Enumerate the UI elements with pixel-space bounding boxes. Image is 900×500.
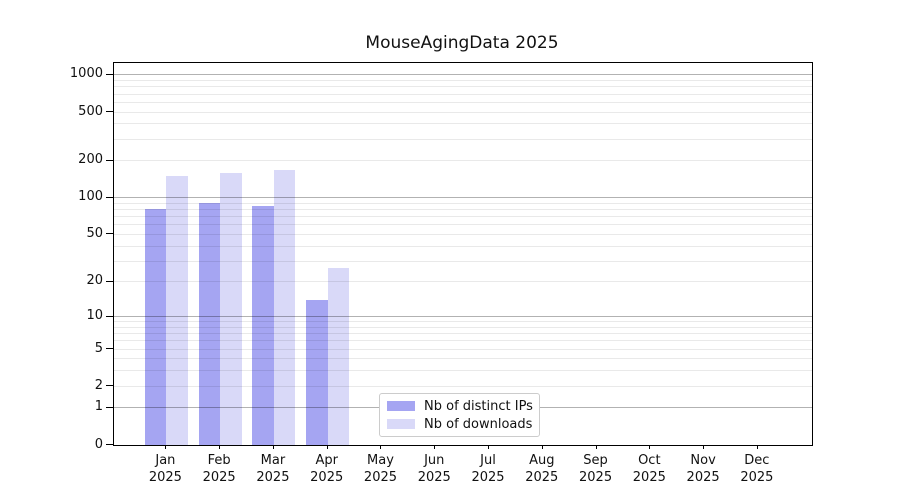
bars-layer [114,63,812,445]
x-tick-mark [703,445,705,449]
x-tick-month: Jan [155,453,176,468]
bar-downloads [273,170,296,445]
x-tick-year: 2025 [579,470,613,485]
x-tick-mark [595,445,597,449]
x-tick-mark [219,445,221,449]
x-tick-label: Jun 2025 [402,452,466,486]
x-tick-mark [434,445,436,449]
x-tick-month: Dec [744,453,770,468]
legend-item-downloads: Nb of downloads [387,417,539,432]
y-tick-label: 20 [86,273,103,289]
x-tick-month: Oct [638,453,661,468]
y-tick-label: 2 [94,377,103,393]
x-tick-year: 2025 [471,470,505,485]
y-tick-mark [106,233,113,235]
chart-title: MouseAgingData 2025 [365,33,559,53]
bar-downloads [220,172,242,445]
x-tick-label: May 2025 [348,452,412,486]
x-tick-mark [272,445,274,449]
y-tick-mark [106,444,113,445]
y-tick-label: 100 [78,189,103,205]
bar-downloads [327,268,350,445]
plot-area [113,62,813,446]
y-tick-mark [106,348,113,350]
y-tick-label: 1000 [69,66,103,82]
x-tick-year: 2025 [740,470,774,485]
x-tick-mark [326,445,328,449]
x-tick-mark [488,445,490,449]
x-tick-month: Sep [583,453,608,468]
x-tick-year: 2025 [148,470,182,485]
x-tick-label: Sep 2025 [564,452,628,486]
bar-distinct-ips [306,299,328,445]
x-tick-mark [756,445,758,449]
x-tick-month: Jul [480,453,496,468]
legend-label-distinct-ips: Nb of distinct IPs [424,398,533,414]
x-tick-month: Feb [207,453,231,468]
x-tick-label: Nov 2025 [671,452,735,486]
chart-legend: Nb of distinct IPs Nb of downloads [379,393,540,437]
bar-distinct-ips [198,203,221,445]
y-tick-mark [106,280,113,282]
y-tick-label: 5 [94,340,103,356]
bar-downloads [166,176,188,445]
y-tick-label: 200 [78,152,103,168]
x-tick-mark [541,445,543,449]
legend-label-downloads: Nb of downloads [424,416,533,432]
x-tick-label: Dec 2025 [725,452,789,486]
legend-swatch-downloads [387,419,415,429]
x-tick-mark [380,445,382,449]
x-tick-month: Mar [260,453,286,468]
y-tick-mark [106,111,113,113]
legend-item-distinct-ips: Nb of distinct IPs [387,399,539,414]
x-tick-year: 2025 [310,470,344,485]
y-tick-mark [106,385,113,387]
legend-swatch-distinct-ips [387,401,415,411]
y-tick-label: 10 [86,308,103,324]
x-tick-month: Apr [315,453,338,468]
x-tick-year: 2025 [202,470,236,485]
x-tick-month: Nov [690,453,716,468]
y-tick-mark [106,73,113,75]
bar-distinct-ips [144,208,167,445]
y-tick-mark [106,159,113,161]
x-tick-year: 2025 [686,470,720,485]
y-tick-label: 0 [94,436,103,452]
y-tick-mark [106,196,113,198]
x-tick-year: 2025 [256,470,290,485]
x-tick-year: 2025 [632,470,666,485]
x-tick-mark [649,445,651,449]
x-tick-label: Oct 2025 [617,452,681,486]
x-tick-label: Feb 2025 [187,452,251,486]
y-tick-mark [106,406,113,408]
x-tick-label: Jan 2025 [133,452,197,486]
x-tick-year: 2025 [363,470,398,485]
x-tick-mark [165,445,167,449]
bar-distinct-ips [252,206,274,445]
x-tick-month: Jun [424,453,445,468]
y-tick-label: 500 [78,103,103,119]
x-tick-year: 2025 [525,470,559,485]
x-tick-label: Mar 2025 [241,452,305,486]
x-tick-label: Jul 2025 [456,452,520,486]
x-tick-label: Aug 2025 [510,452,574,486]
y-tick-label: 50 [86,225,103,241]
x-tick-month: Aug [529,453,555,468]
x-tick-year: 2025 [417,470,451,485]
y-tick-label: 1 [94,399,103,415]
x-tick-label: Apr 2025 [295,452,359,486]
x-tick-month: May [367,453,394,468]
y-tick-mark [106,315,113,317]
